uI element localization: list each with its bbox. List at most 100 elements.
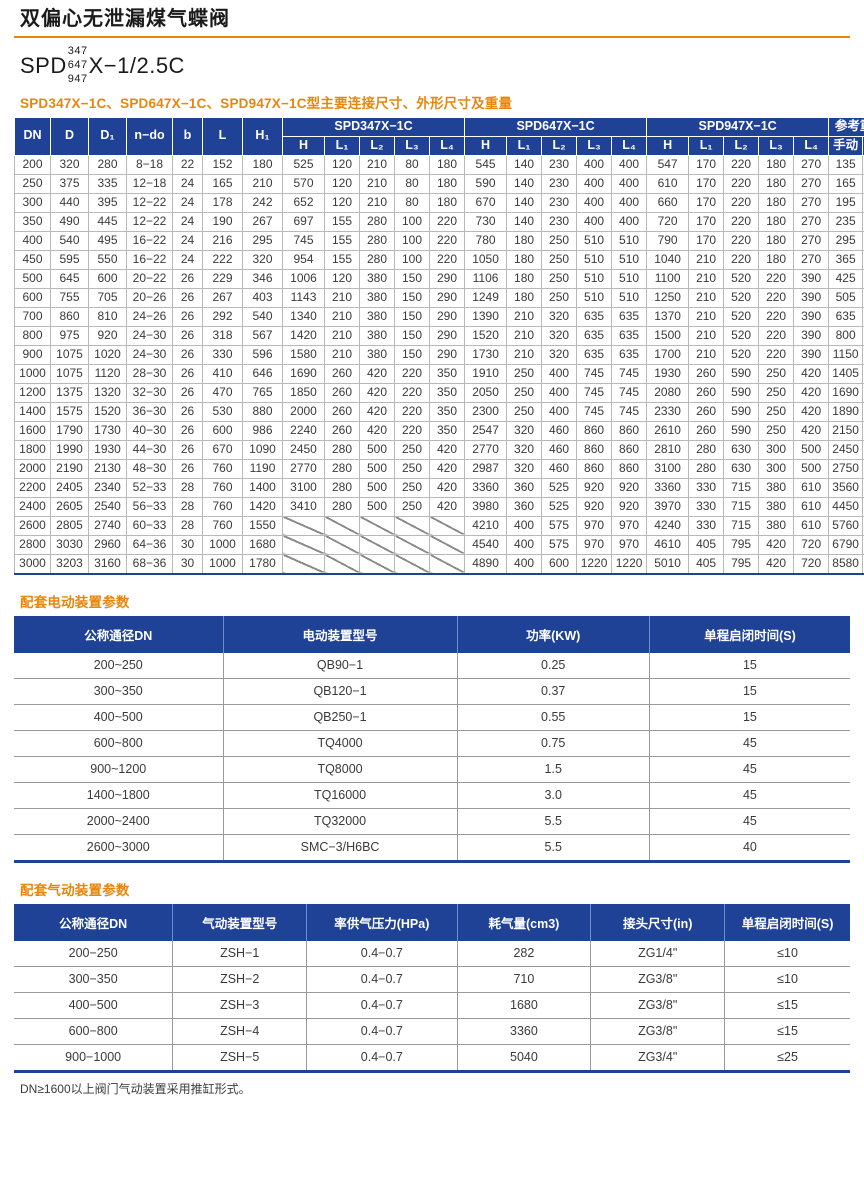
cell-base: 490 <box>50 211 89 232</box>
cell-spd947x: 180 <box>758 230 795 251</box>
cell-spd947x: 390 <box>793 325 830 346</box>
cell-base: 28−30 <box>126 363 173 384</box>
cell-base: 495 <box>88 230 127 251</box>
cell-spd947x: 180 <box>758 192 795 213</box>
col-647-l1: L₁ <box>506 135 543 156</box>
cell-spd647x: 320 <box>506 458 543 479</box>
cell-base: 26 <box>172 458 203 479</box>
cell-electric: TQ32000 <box>223 808 458 835</box>
cell-base: 2340 <box>88 477 127 498</box>
cell-electric: 2000~2400 <box>14 808 224 835</box>
cell-base: 1550 <box>242 515 283 536</box>
cell-spd347x: 420 <box>359 363 395 384</box>
col-electric-time: 单程启闭时间(S) <box>649 615 850 653</box>
cell-electric: QB250−1 <box>223 704 458 731</box>
cell-spd947x: 2810 <box>646 439 690 460</box>
cell-spd347x: 220 <box>428 211 466 232</box>
cell-spd647x: 360 <box>506 477 543 498</box>
cell-base: 2405 <box>50 477 89 498</box>
cell-base: 1075 <box>50 363 89 384</box>
cell-spd947x: 500 <box>793 458 830 479</box>
cell-base: 210 <box>242 173 283 194</box>
cell-spd647x: 510 <box>576 287 613 308</box>
cell-base: 760 <box>202 515 243 536</box>
dimension-table: DN D D₁ n−do b L H₁ SPD347X−1C SPD647X−1… <box>14 117 864 575</box>
cell-spd947x: 1250 <box>646 287 690 308</box>
cell-weight: 800 <box>828 325 864 346</box>
cell-spd647x: 635 <box>576 306 613 327</box>
cell-base: 3160 <box>88 553 127 575</box>
cell-weight: 8970 <box>862 553 864 575</box>
cell-weight: 1405 <box>828 363 864 384</box>
cell-spd647x: 510 <box>576 249 613 270</box>
table-row: 900−1000 ZSH−5 0.4−0.7 5040 ZG3/4" ≤25 <box>14 1044 850 1073</box>
table-row: 350 490 445 12−22 24 190 267 697 155 280 100 220 730… <box>14 211 864 232</box>
cell-base: 292 <box>202 306 243 327</box>
cell-spd947x: 170 <box>688 211 725 232</box>
cell-spd947x: 590 <box>723 401 760 422</box>
cell-spd347x: 80 <box>394 154 430 175</box>
cell-spd347x: 220 <box>394 420 430 441</box>
cell-spd347x: 350 <box>428 401 466 422</box>
cell-base: 440 <box>50 192 89 213</box>
cell-spd647x: 400 <box>576 173 613 194</box>
cell-spd647x: 180 <box>506 287 543 308</box>
cell-base: 880 <box>242 401 283 422</box>
cell-base: 16−22 <box>126 230 173 251</box>
cell-spd647x: 4210 <box>464 515 508 536</box>
cell-spd347x: 1143 <box>282 287 325 308</box>
cell-base: 596 <box>242 344 283 365</box>
cell-spd647x: 670 <box>464 192 508 213</box>
table-row: 1400~1800 TQ16000 3.0 45 <box>14 782 850 809</box>
cell-spd347x: 250 <box>394 439 430 460</box>
cell-base: 60−33 <box>126 515 173 536</box>
cell-spd947x: 260 <box>688 420 725 441</box>
cell-spd647x: 745 <box>576 401 613 422</box>
col-347-l2: L₂ <box>359 135 395 156</box>
cell-base: 920 <box>88 325 127 346</box>
cell-base: 36−30 <box>126 401 173 422</box>
cell-base: 2540 <box>88 496 127 517</box>
cell-spd347x: 180 <box>428 192 466 213</box>
cell-spd347x: 210 <box>359 192 395 213</box>
cell-spd947x: 220 <box>758 344 795 365</box>
cell-spd347x: 260 <box>324 401 360 422</box>
cell-spd347x: 420 <box>359 382 395 403</box>
table-row: 300−350 ZSH−2 0.4−0.7 710 ZG3/8" ≤10 <box>14 966 850 993</box>
cell-spd347x <box>394 515 430 536</box>
cell-spd947x: 720 <box>646 211 690 232</box>
cell-spd347x <box>359 553 395 575</box>
cell-spd947x: 420 <box>793 420 830 441</box>
cell-weight: 1890 <box>828 401 864 422</box>
cell-base: 810 <box>88 306 127 327</box>
cell-spd347x <box>428 553 466 575</box>
col-647-l3: L₃ <box>576 135 613 156</box>
cell-spd947x: 420 <box>793 363 830 384</box>
cell-spd647x: 210 <box>506 306 543 327</box>
cell-spd647x: 635 <box>576 344 613 365</box>
cell-spd947x: 220 <box>723 230 760 251</box>
col-weight-manual: 手动 <box>828 135 864 156</box>
cell-spd347x: 80 <box>394 192 430 213</box>
cell-base: 500 <box>14 268 51 289</box>
table-row: 200 320 280 8−18 22 152 180 525 120 210 80 180 545 14… <box>14 154 864 175</box>
cell-spd347x <box>359 515 395 536</box>
cell-base: 3000 <box>14 553 51 575</box>
cell-spd947x: 180 <box>758 154 795 175</box>
cell-base: 48−30 <box>126 458 173 479</box>
electric-actuator-table: 公称通径DN 电动装置型号 功率(KW) 单程启闭时间(S) 200~250 QB… <box>14 615 850 863</box>
col-b: b <box>172 117 203 156</box>
cell-spd647x: 860 <box>576 439 613 460</box>
cell-base: 320 <box>242 249 283 270</box>
cell-spd647x: 745 <box>611 363 648 384</box>
table-row: 200~250 QB90−1 0.25 15 <box>14 652 850 679</box>
cell-spd947x: 210 <box>688 344 725 365</box>
cell-weight: 135 <box>828 154 864 175</box>
cell-spd947x: 250 <box>758 420 795 441</box>
cell-spd347x: 1850 <box>282 382 325 403</box>
cell-spd647x: 230 <box>541 211 578 232</box>
cell-base: 330 <box>202 344 243 365</box>
cell-spd647x: 250 <box>506 363 543 384</box>
cell-base: 410 <box>202 363 243 384</box>
cell-base: 22 <box>172 154 203 175</box>
